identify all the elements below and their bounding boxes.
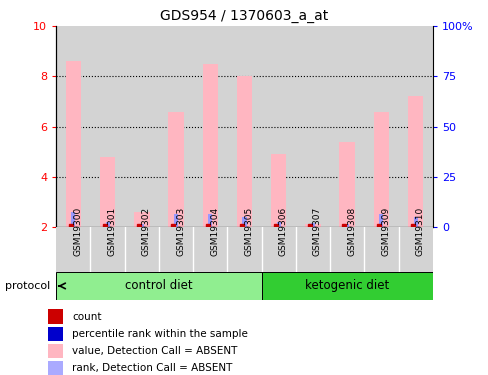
Text: GSM19301: GSM19301 [107, 207, 116, 256]
Bar [295, 227, 329, 272]
Text: percentile rank within the sample: percentile rank within the sample [72, 328, 247, 339]
Bar [124, 227, 159, 272]
Bar [124, 26, 159, 227]
Text: GSM19304: GSM19304 [210, 207, 219, 256]
Bar [56, 26, 90, 227]
Bar [48, 361, 63, 375]
Bar [295, 26, 329, 227]
Bar [140, 224, 143, 227]
Bar [261, 26, 295, 227]
Bar [373, 111, 388, 227]
Bar [261, 227, 295, 272]
Bar [276, 222, 280, 227]
Bar [193, 26, 227, 227]
Text: rank, Detection Call = ABSENT: rank, Detection Call = ABSENT [72, 363, 232, 373]
Bar [242, 217, 246, 227]
Text: GSM19305: GSM19305 [244, 207, 253, 256]
Text: GSM19300: GSM19300 [73, 207, 82, 256]
Text: GSM19310: GSM19310 [415, 207, 424, 256]
Text: count: count [72, 312, 102, 322]
Bar [261, 272, 432, 300]
Bar [48, 309, 63, 324]
Bar [329, 26, 364, 227]
Bar [48, 344, 63, 358]
Text: ketogenic diet: ketogenic diet [305, 279, 388, 292]
Bar [398, 26, 432, 227]
Bar [413, 217, 417, 227]
Text: GSM19302: GSM19302 [142, 207, 150, 256]
Bar [202, 64, 218, 227]
Bar [168, 111, 183, 227]
Bar [134, 212, 149, 227]
Bar [208, 214, 212, 227]
Text: GSM19308: GSM19308 [346, 207, 355, 256]
Text: control diet: control diet [125, 279, 192, 292]
Bar [270, 154, 286, 227]
Text: GSM19309: GSM19309 [381, 207, 389, 256]
Text: GDS954 / 1370603_a_at: GDS954 / 1370603_a_at [160, 9, 328, 23]
Bar [48, 327, 63, 341]
Bar [236, 76, 252, 227]
Bar [227, 227, 261, 272]
Bar [379, 214, 383, 227]
Bar [56, 227, 90, 272]
Bar [65, 62, 81, 227]
Bar [90, 227, 124, 272]
Bar [90, 26, 124, 227]
Bar [364, 26, 398, 227]
Bar [310, 223, 314, 227]
Bar [339, 142, 354, 227]
Bar [71, 212, 75, 227]
Bar [193, 227, 227, 272]
Bar [174, 214, 178, 227]
Bar [159, 26, 193, 227]
Bar [305, 224, 320, 227]
Bar [227, 26, 261, 227]
Bar [345, 224, 348, 227]
Text: GSM19306: GSM19306 [278, 207, 287, 256]
Bar [56, 272, 261, 300]
Bar [398, 227, 432, 272]
Text: GSM19303: GSM19303 [176, 207, 184, 256]
Bar [407, 96, 423, 227]
Bar [159, 227, 193, 272]
Bar [364, 227, 398, 272]
Text: protocol: protocol [5, 281, 50, 291]
Bar [105, 222, 109, 227]
Bar [100, 157, 115, 227]
Text: value, Detection Call = ABSENT: value, Detection Call = ABSENT [72, 346, 237, 356]
Bar [329, 227, 364, 272]
Text: GSM19307: GSM19307 [312, 207, 321, 256]
